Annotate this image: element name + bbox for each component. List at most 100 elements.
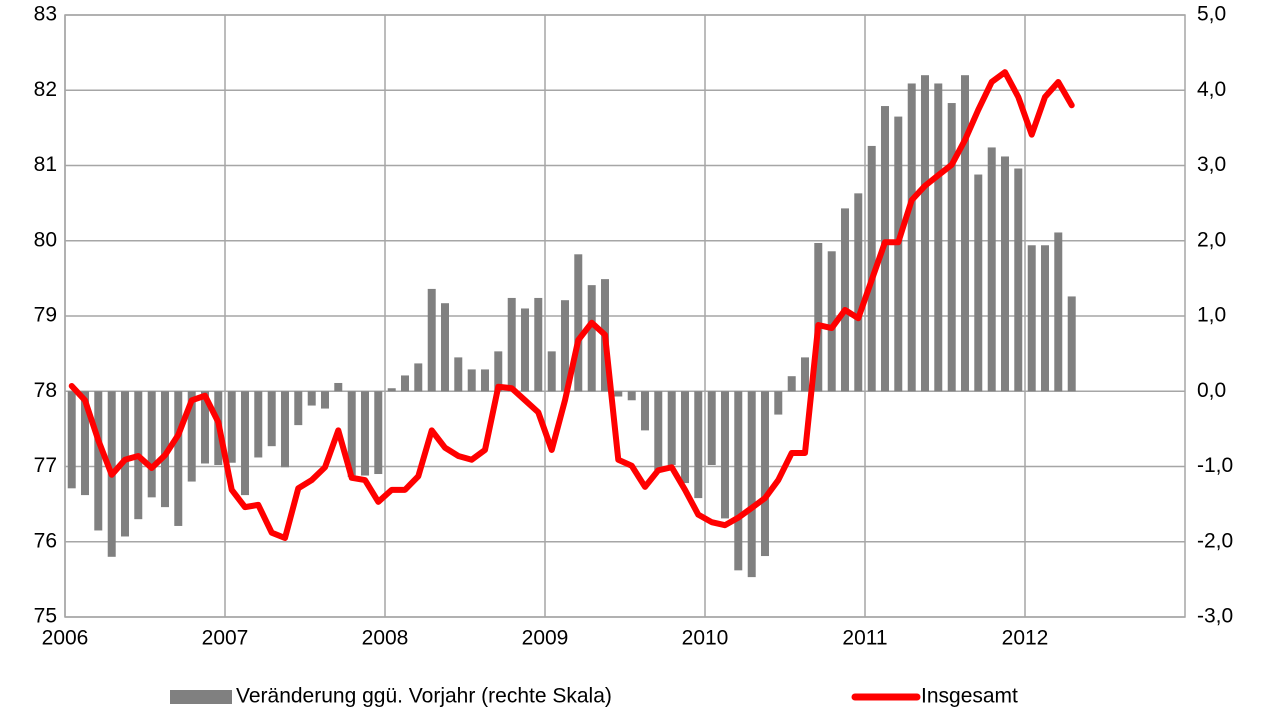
x-tick-label: 2008	[362, 627, 409, 650]
bar	[67, 391, 76, 489]
bar	[721, 391, 729, 519]
bar	[854, 193, 863, 392]
bar	[294, 391, 303, 426]
bar	[467, 369, 476, 392]
bar	[801, 357, 809, 392]
bar	[307, 391, 316, 406]
bar	[561, 300, 569, 392]
bar	[521, 308, 529, 392]
bar	[494, 351, 503, 392]
y2-tick-label: 3,0	[1197, 153, 1226, 176]
y-tick-label: 75	[34, 605, 57, 628]
y2-tick-label: 2,0	[1197, 228, 1226, 251]
bar	[787, 376, 796, 392]
legend-label: Veränderung ggü. Vorjahr (rechte Skala)	[236, 685, 612, 708]
y2-tick-label: -2,0	[1197, 529, 1233, 552]
y-tick-label: 79	[34, 304, 57, 327]
y2-tick-label: 4,0	[1197, 78, 1226, 101]
y2-tick-label: 1,0	[1197, 304, 1226, 327]
bar	[174, 391, 183, 526]
bar	[441, 303, 449, 392]
y-tick-label: 81	[34, 153, 57, 176]
bar	[267, 391, 276, 447]
bar	[707, 391, 716, 465]
y-tick-label: 76	[34, 529, 57, 552]
line	[68, 69, 1075, 541]
bar	[654, 391, 663, 471]
plot-frame	[64, 14, 1186, 618]
x-tick-label: 2011	[842, 627, 887, 650]
bar	[401, 375, 409, 392]
bar	[894, 116, 903, 392]
bar	[161, 391, 169, 508]
bar	[934, 83, 943, 392]
bar	[241, 391, 249, 496]
bar	[681, 391, 689, 484]
bar	[574, 254, 583, 392]
bar	[254, 391, 263, 458]
bar	[414, 363, 423, 392]
bar	[481, 369, 489, 392]
y-tick-label: 80	[34, 228, 57, 251]
bar	[1067, 296, 1076, 392]
bar	[641, 391, 649, 431]
bar	[627, 391, 636, 401]
bar	[1001, 156, 1009, 392]
x-tick-label: 2007	[202, 627, 249, 650]
bar	[961, 75, 969, 392]
x-tick-label: 2010	[682, 627, 729, 650]
y-tick-label: 78	[34, 379, 57, 402]
bar	[987, 147, 996, 392]
bar	[387, 388, 396, 392]
bar	[747, 391, 756, 578]
bar	[614, 391, 623, 397]
y2-tick-label: -1,0	[1197, 454, 1233, 477]
bar	[201, 391, 209, 464]
bar	[1041, 245, 1049, 392]
bar	[1014, 168, 1023, 392]
y-tick-label: 83	[34, 3, 57, 26]
bar	[361, 391, 369, 476]
y2-tick-label: 0,0	[1197, 379, 1226, 402]
bar	[974, 174, 983, 392]
bar	[374, 391, 383, 475]
bar	[321, 391, 329, 409]
bar	[81, 391, 89, 496]
bar	[761, 391, 769, 557]
bar	[1027, 245, 1036, 392]
x-tick-label: 2012	[1002, 627, 1049, 650]
x-tick-label: 2009	[522, 627, 569, 650]
bar	[547, 351, 556, 392]
bar	[667, 391, 676, 465]
bar	[947, 103, 956, 392]
bar	[187, 391, 196, 482]
legend-swatch	[170, 690, 232, 704]
bar	[94, 391, 103, 531]
bar	[734, 391, 743, 571]
bar	[427, 288, 436, 392]
bar	[227, 391, 236, 463]
bar	[347, 391, 356, 478]
bar	[814, 243, 823, 392]
bar	[507, 297, 516, 392]
bar	[334, 382, 343, 392]
bar	[1054, 232, 1063, 392]
bar	[841, 208, 849, 392]
bar	[907, 83, 916, 392]
bar	[694, 391, 703, 499]
bar	[774, 391, 783, 415]
bar	[534, 297, 543, 392]
bar	[281, 391, 289, 468]
bar	[827, 251, 836, 392]
x-tick-label: 2006	[42, 627, 89, 650]
y-tick-label: 77	[34, 454, 57, 477]
bar	[587, 285, 596, 392]
bar	[867, 145, 876, 392]
y2-tick-label: 5,0	[1197, 3, 1226, 26]
bar	[921, 75, 929, 392]
y2-tick-label: -3,0	[1197, 605, 1233, 628]
legend-label: Insgesamt	[921, 685, 1018, 708]
y-tick-label: 82	[34, 78, 57, 101]
